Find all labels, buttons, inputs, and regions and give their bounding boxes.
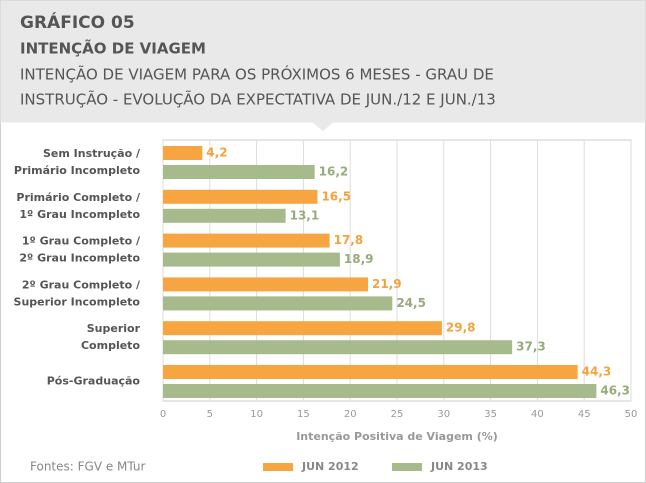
y-tick-label: Sem Instrução / Primário Incompleto (14, 147, 141, 177)
label-line: 1º Grau Incompleto (19, 208, 140, 221)
value-label: 21,9 (372, 277, 402, 291)
x-axis-label: Intenção Positiva de Viagem (%) (296, 430, 498, 443)
value-label: 44,3 (582, 365, 612, 379)
bar (163, 384, 597, 398)
bar (163, 277, 368, 292)
value-label: 46,3 (600, 384, 630, 398)
source: Fontes: FGV e MTur (30, 460, 146, 474)
legend-label: JUN 2012 (301, 460, 359, 473)
x-tick-label: 30 (437, 409, 450, 420)
label-line: Sem Instrução / (43, 147, 141, 160)
x-tick-label: 10 (250, 409, 263, 420)
value-label: 24,5 (396, 296, 426, 310)
value-label: 37,3 (516, 340, 546, 354)
chart-title: GRÁFICO 05 (20, 11, 135, 33)
label-line: Superior (87, 322, 141, 335)
label-line: 2º Grau Incompleto (19, 252, 140, 265)
chart-subtitle: INTENÇÃO DE VIAGEM (20, 39, 206, 58)
x-tick-label: 35 (484, 409, 497, 420)
label-line: Primário Incompleto (14, 164, 141, 177)
value-label: 4,2 (206, 146, 227, 160)
value-label: 16,5 (321, 189, 351, 203)
bar (163, 165, 315, 179)
description: INSTRUÇÃO - EVOLUÇÃO DA EXPECTATIVA DE J… (20, 90, 496, 109)
x-tick-label: 15 (297, 409, 310, 420)
header-notch (312, 122, 334, 131)
x-tick-label: 0 (160, 409, 166, 420)
legend-label: JUN 2013 (430, 460, 488, 473)
x-tick-label: 45 (578, 409, 591, 420)
bar (163, 189, 318, 204)
x-tick-label: 40 (531, 409, 544, 420)
bar (163, 146, 203, 160)
bar (163, 233, 330, 248)
label-line: Completo (81, 339, 140, 352)
label-line: Superior Incompleto (14, 295, 141, 308)
label-line: Primário Completo / (16, 191, 141, 204)
value-label: 16,2 (319, 165, 349, 179)
header (0, 0, 646, 123)
x-tick-label: 50 (625, 409, 638, 420)
bar (163, 252, 340, 267)
x-tick-label: 25 (391, 409, 404, 420)
y-tick-label: Pós-Graduação (47, 375, 141, 388)
bar (163, 365, 578, 379)
bar (163, 340, 513, 355)
value-label: 17,8 (334, 233, 364, 247)
bar (163, 296, 393, 311)
value-label: 29,8 (446, 321, 476, 335)
description: INTENÇÃO DE VIAGEM PARA OS PRÓXIMOS 6 ME… (20, 65, 494, 84)
bar (163, 208, 286, 223)
y-tick-label: Primário Completo / 1º Grau Incompleto (16, 191, 141, 221)
x-tick-label: 20 (344, 409, 357, 420)
legend-swatch (392, 463, 422, 471)
value-label: 18,9 (344, 252, 374, 266)
label-line: 2º Grau Completo / (22, 278, 141, 291)
y-tick-label: 2º Grau Completo / Superior Incompleto (14, 278, 141, 308)
y-tick-label: 1º Grau Completo / 2º Grau Incompleto (19, 235, 141, 265)
y-tick-label: Superior Completo (81, 322, 141, 352)
x-tick-label: 5 (207, 409, 213, 420)
bar (163, 321, 442, 336)
value-label: 13,1 (290, 208, 320, 222)
legend-swatch (263, 463, 293, 471)
label-line: 1º Grau Completo / (22, 235, 141, 248)
